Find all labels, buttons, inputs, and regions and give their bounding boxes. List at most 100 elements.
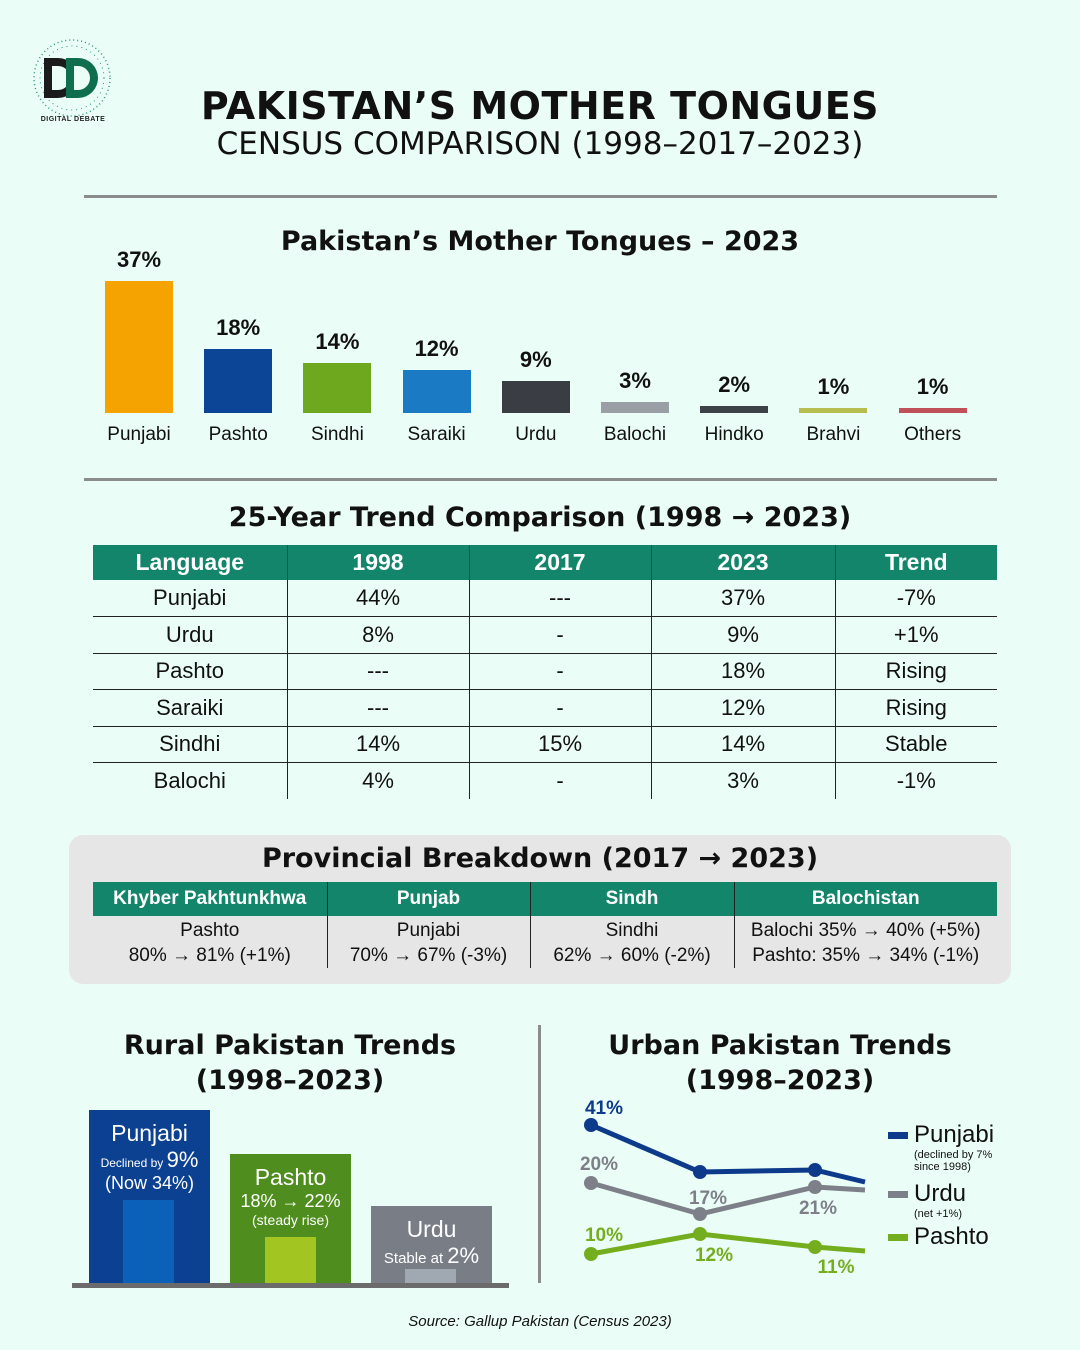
legend-label: Pashto [914, 1223, 989, 1250]
province-header: Balochistan [733, 882, 997, 916]
pashto-point [808, 1240, 822, 1254]
legend-label: Urdu [914, 1180, 967, 1207]
bar-value-label: 9% [519, 346, 552, 372]
urdu-point [693, 1207, 707, 1221]
table-cell: Stable [834, 726, 997, 763]
urdu-point [808, 1180, 822, 1194]
table-row: Urdu 8% -9% +1% [93, 616, 997, 654]
bar-pashto [204, 348, 273, 413]
province-cell-line: Balochi 35% → 40% (+5%) [750, 920, 981, 941]
province-cell-line: Sindhi [605, 920, 659, 941]
table-cell: 14% [650, 726, 835, 763]
bar-category-label: Balochi [603, 424, 667, 445]
rural-urdu-box: Urdu Stable at 2% [371, 1206, 492, 1284]
table-row: Pashto --- -18% Rising [93, 653, 997, 690]
table-cell: Balochi [153, 768, 226, 793]
punjabi-line [590, 1122, 866, 1185]
table-cell: 44% [286, 580, 469, 617]
punjabi-point [693, 1165, 707, 1179]
rural-urdu-inner-bar [405, 1269, 456, 1284]
bar-balochi [601, 402, 669, 413]
table-cell: Pashto [93, 653, 287, 690]
column-header: 1998 [286, 545, 469, 580]
table-cell: Punjabi [93, 580, 287, 617]
bar-value-label: 14% [315, 329, 360, 355]
bar-value-label: 18% [216, 314, 261, 340]
table-cell: Saraiki [93, 689, 287, 727]
legend-label: Punjabi [914, 1121, 995, 1148]
bar-value-label: 1% [916, 374, 949, 399]
table-cell: Urdu [93, 616, 287, 654]
table-cell: - [468, 689, 651, 727]
column-header: Trend [834, 545, 997, 580]
table-cell: Rising [834, 653, 997, 690]
trend-table: Language 1998 2017 2023 Trend Punjabi 44% --- 37… [93, 545, 997, 799]
rural-pashto-box: Pashto 18% → 22% (steady rise) [230, 1154, 351, 1284]
legend-note: (net +1%) [914, 1208, 962, 1220]
digital-debate-logo [33, 39, 111, 117]
bar-chart-title: Pakistan’s Mother Tongues – 2023 [280, 226, 800, 257]
bar-category-label: Hindko [704, 424, 764, 445]
rural-pashto-inner-bar [265, 1237, 316, 1284]
urdu-line [590, 1180, 866, 1217]
table-cell: 3% [650, 762, 835, 799]
province-cell: Punjabi 70% → 67% (-3%) [326, 916, 530, 968]
province-cell-line: 80% → 81% (+1%) [128, 945, 291, 966]
bar-category-label: Sindhi [310, 424, 364, 445]
rural-punjabi-box: Punjabi Declined by 9% (Now 34%) [89, 1110, 210, 1284]
column-header: 2017 [468, 545, 651, 580]
urban-title: Urban Pakistan Trends (1998–2023) [608, 1030, 952, 1096]
urdu-data-label: 20% [580, 1154, 618, 1175]
punjabi-data-label: 41% [585, 1098, 623, 1119]
table-cell: 4% [286, 762, 469, 799]
column-header: Language [93, 545, 287, 580]
province-cell-line: 62% → 60% (-2%) [553, 945, 711, 966]
source-note: Source: Gallup Pakistan (Census 2023) [408, 1313, 672, 1330]
bar-category-label: Others [904, 424, 962, 445]
province-cell-line: Pashto: 35% → 34% (-1%) [752, 945, 980, 966]
bar-value-label: 1% [817, 374, 850, 399]
pashto-line [590, 1231, 866, 1257]
bar-sindhi [303, 363, 372, 413]
table-cell: 37% [650, 580, 835, 617]
table-cell: +1% [834, 616, 997, 654]
table-cell: --- [286, 689, 469, 727]
table-cell: Sindhi [93, 726, 287, 763]
pashto-point [584, 1247, 598, 1261]
table-cell: -7% [834, 580, 997, 617]
table-row: Sindhi 14% 15% 14% Stable [93, 726, 997, 763]
pashto-data-label: 11% [818, 1257, 855, 1278]
legend-punjabi: Punjabi (declined by 7% since 1998) [888, 1121, 1014, 1173]
table-cell: - [468, 762, 651, 799]
bar-category-label: Punjabi [107, 424, 171, 445]
province-cell: Balochi 35% → 40% (+5%) Pashto: 35% → 34%… [733, 916, 997, 968]
legend-swatch [888, 1191, 908, 1199]
table-cell: - [468, 616, 651, 654]
legend-note: (declined by 7% since 1998) [914, 1149, 993, 1173]
province-cell-line: Pashto [180, 920, 240, 941]
punjabi-point [808, 1163, 822, 1177]
legend-urdu: Urdu (net +1%) [888, 1180, 966, 1220]
bar-brahvi [799, 408, 868, 413]
bar-hindko [700, 405, 769, 413]
table-cell: 14% [286, 726, 469, 763]
table-cell: 8% [286, 616, 469, 654]
bar-value-label: 2% [718, 371, 751, 397]
bar-category-label: Pashto [208, 424, 268, 445]
page-subtitle: CENSUS COMPARISON (1998–2017–2023) [216, 126, 864, 162]
pashto-data-label: 12% [695, 1245, 733, 1266]
provincial-table: Khyber Pakhtunkhwa Punjab Sindh Balochistan… [93, 882, 997, 968]
provincial-title: Provincial Breakdown (2017 → 2023) [261, 843, 819, 874]
table-cell: 15% [468, 726, 651, 763]
trend-title: 25-Year Trend Comparison (1998 → 2023) [228, 502, 852, 533]
province-header: Sindh [529, 882, 734, 916]
divider [538, 1025, 541, 1283]
punjabi-point [584, 1118, 598, 1132]
urdu-data-label: 17% [689, 1188, 727, 1209]
bar-value-label: 37% [116, 246, 162, 272]
bar-value-label: 12% [414, 336, 459, 362]
bar-category-label: Saraiki [407, 424, 466, 445]
table-cell: --- [468, 580, 651, 617]
urdu-data-label: 21% [799, 1198, 837, 1219]
